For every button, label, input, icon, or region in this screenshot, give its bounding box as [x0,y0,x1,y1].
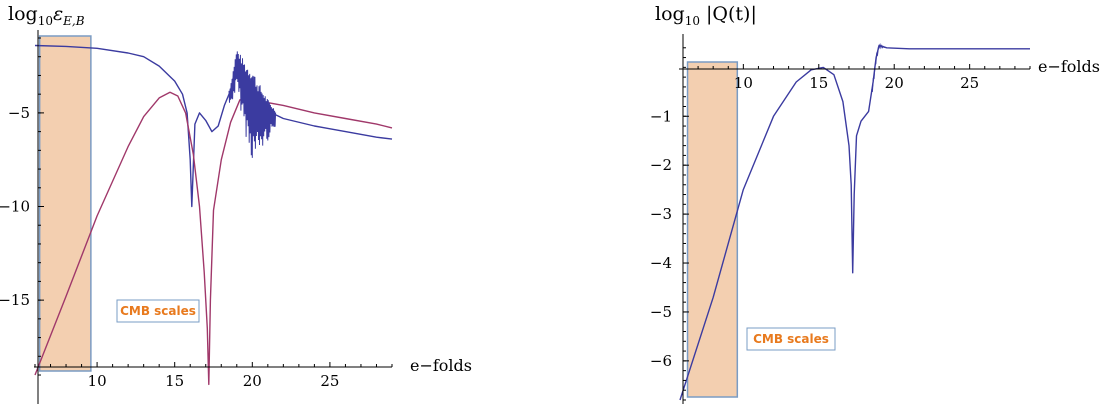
left-x-ticks: 10 15 20 25 [34,362,393,390]
left-y-tick-label: −5 [8,104,30,122]
left-oscillation-band [228,51,277,158]
right-series-blue-line [679,44,1030,401]
left-x-tick-label: 20 [243,372,262,390]
right-series-group [679,42,1030,401]
left-y-ticks: −5 −10 −15 [0,37,44,376]
right-y-tick-label: −4 [650,254,672,272]
right-y-tick-label: −1 [650,107,672,125]
right-y-axis-label: log10 |Q(t)| [655,3,757,28]
left-x-axis-label: e−folds [410,356,472,375]
right-oscillation-band [871,42,886,92]
right-y-ticks: −1 −2 −3 −4 −5 −6 [650,47,689,401]
left-x-tick-label: 10 [88,372,107,390]
left-chart: log10εE,B 10 15 20 25 −5 −10 −15 e−folds CMB … [0,3,472,404]
left-cmb-region [38,35,92,372]
left-x-tick-label: 15 [165,372,184,390]
left-series-red-line [34,91,393,386]
right-cmb-region [686,61,739,398]
right-chart: log10 |Q(t)| 10 15 20 25 −1 −2 −3 −4 −5 −6 e−fol… [650,3,1100,404]
left-series-blue-line [34,44,393,208]
right-cmb-label-text: CMB scales [753,332,829,346]
left-y-tick-label: −15 [0,291,30,309]
left-cmb-label-box [116,299,200,323]
right-cmb-label-box [746,327,836,351]
right-y-tick-label: −3 [650,205,672,223]
right-x-axis-label: e−folds [1038,57,1100,76]
left-series-group [34,44,393,386]
right-y-tick-label: −5 [650,303,672,321]
right-x-tick-label: 20 [885,74,904,92]
left-y-tick-label: −10 [0,198,30,216]
left-cmb-label-text: CMB scales [120,304,196,318]
left-x-tick-label: 25 [320,372,339,390]
right-x-ticks: 10 15 20 25 [682,64,1031,92]
left-cmb-label: CMB scales [116,299,200,323]
right-x-tick-label: 25 [960,74,979,92]
right-cmb-label: CMB scales [746,327,836,351]
left-y-axis-label: log10εE,B [8,3,85,28]
right-x-tick-label: 15 [809,74,828,92]
right-y-tick-label: −6 [650,352,672,370]
right-y-tick-label: −2 [650,156,672,174]
right-x-tick-label: 10 [734,74,753,92]
